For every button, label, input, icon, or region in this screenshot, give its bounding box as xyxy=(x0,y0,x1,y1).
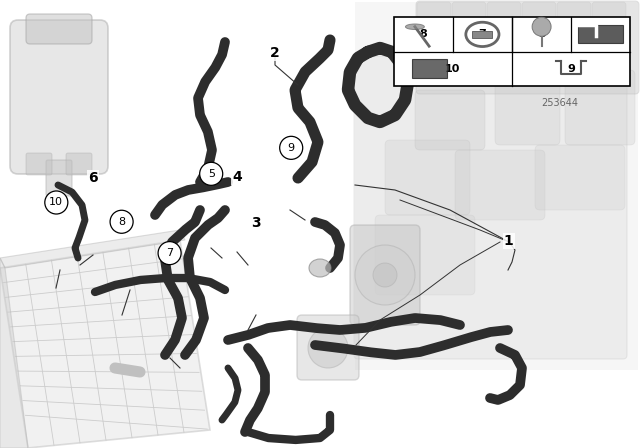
FancyBboxPatch shape xyxy=(416,1,639,94)
FancyBboxPatch shape xyxy=(487,2,521,63)
FancyBboxPatch shape xyxy=(472,31,492,38)
Circle shape xyxy=(110,210,133,233)
FancyBboxPatch shape xyxy=(455,150,545,220)
Text: 10: 10 xyxy=(445,64,461,74)
FancyBboxPatch shape xyxy=(385,140,470,215)
Text: 2: 2 xyxy=(270,46,280,60)
FancyBboxPatch shape xyxy=(375,215,475,295)
FancyBboxPatch shape xyxy=(394,17,630,86)
FancyBboxPatch shape xyxy=(26,14,92,44)
Circle shape xyxy=(200,162,223,185)
Text: 9: 9 xyxy=(287,143,295,153)
FancyBboxPatch shape xyxy=(46,160,72,196)
FancyBboxPatch shape xyxy=(452,2,486,63)
FancyBboxPatch shape xyxy=(350,225,420,325)
Circle shape xyxy=(280,136,303,159)
FancyBboxPatch shape xyxy=(495,75,560,145)
Text: 253644: 253644 xyxy=(541,99,578,108)
FancyBboxPatch shape xyxy=(66,153,92,175)
FancyBboxPatch shape xyxy=(10,20,108,174)
Polygon shape xyxy=(579,26,623,43)
FancyBboxPatch shape xyxy=(297,315,359,380)
Polygon shape xyxy=(0,240,210,448)
Circle shape xyxy=(532,17,551,36)
Text: 9: 9 xyxy=(567,64,575,74)
FancyBboxPatch shape xyxy=(592,2,626,63)
FancyBboxPatch shape xyxy=(417,2,451,63)
Polygon shape xyxy=(0,230,185,268)
FancyBboxPatch shape xyxy=(522,2,556,63)
FancyBboxPatch shape xyxy=(565,70,635,145)
Polygon shape xyxy=(0,258,28,448)
Circle shape xyxy=(355,245,415,305)
Text: 7: 7 xyxy=(166,248,173,258)
Circle shape xyxy=(373,263,397,287)
FancyBboxPatch shape xyxy=(412,59,447,78)
Polygon shape xyxy=(355,2,638,370)
Circle shape xyxy=(45,191,68,214)
Text: 5: 5 xyxy=(208,169,214,179)
Text: 8: 8 xyxy=(118,217,125,227)
FancyBboxPatch shape xyxy=(415,90,485,150)
FancyBboxPatch shape xyxy=(557,2,591,63)
Text: 5: 5 xyxy=(538,30,545,39)
Text: 3: 3 xyxy=(251,216,261,230)
Text: 10: 10 xyxy=(49,198,63,207)
Text: 6: 6 xyxy=(88,171,98,185)
Ellipse shape xyxy=(309,259,331,277)
FancyBboxPatch shape xyxy=(535,145,625,210)
Text: 1: 1 xyxy=(504,234,514,248)
Circle shape xyxy=(158,241,181,265)
FancyBboxPatch shape xyxy=(26,153,52,175)
Text: 8: 8 xyxy=(419,30,427,39)
Circle shape xyxy=(308,328,348,368)
FancyBboxPatch shape xyxy=(354,56,627,359)
Text: 4: 4 xyxy=(232,170,242,184)
Text: 7: 7 xyxy=(479,30,486,39)
Ellipse shape xyxy=(406,24,424,30)
